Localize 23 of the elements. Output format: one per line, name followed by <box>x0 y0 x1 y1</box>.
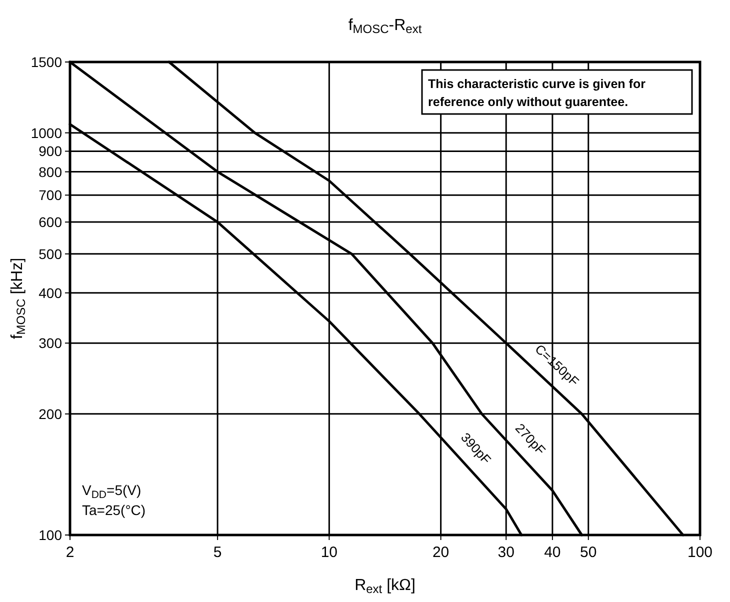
x-tick-label: 2 <box>66 544 74 561</box>
x-tick-label: 30 <box>498 544 514 561</box>
x-tick-label: 40 <box>544 544 561 561</box>
y-tick-label: 800 <box>38 164 62 180</box>
x-tick-label: 50 <box>580 544 597 561</box>
x-tick-label: 100 <box>687 544 713 561</box>
chart-title: f$_{MOSC}$-R$_{ext}$ <box>348 17 422 36</box>
y-tick-label: 600 <box>38 214 62 230</box>
y-tick-label: 500 <box>38 246 62 262</box>
x-axis-title: R$_{ext}$ [kΩ] <box>354 577 416 596</box>
y-tick-label: 1000 <box>30 124 62 141</box>
annotation: This characteristic curve is given for reference only without guarentee. <box>428 77 646 109</box>
y-tick-label: 400 <box>38 284 62 301</box>
y-tick-label: 900 <box>38 143 62 160</box>
y-tick-label: 300 <box>38 335 62 352</box>
y-tick-label: 1500 <box>30 54 62 70</box>
y-tick-label: 200 <box>38 406 62 422</box>
x-tick-label: 20 <box>432 544 450 561</box>
x-tick-label: 5 <box>213 544 222 561</box>
y-tick-label: 100 <box>38 527 62 543</box>
x-tick-label: 10 <box>320 544 338 561</box>
annotation: V$_{DD}$=5(V) Ta=25(°C) <box>82 482 146 518</box>
y-tick-label: 700 <box>38 187 62 204</box>
